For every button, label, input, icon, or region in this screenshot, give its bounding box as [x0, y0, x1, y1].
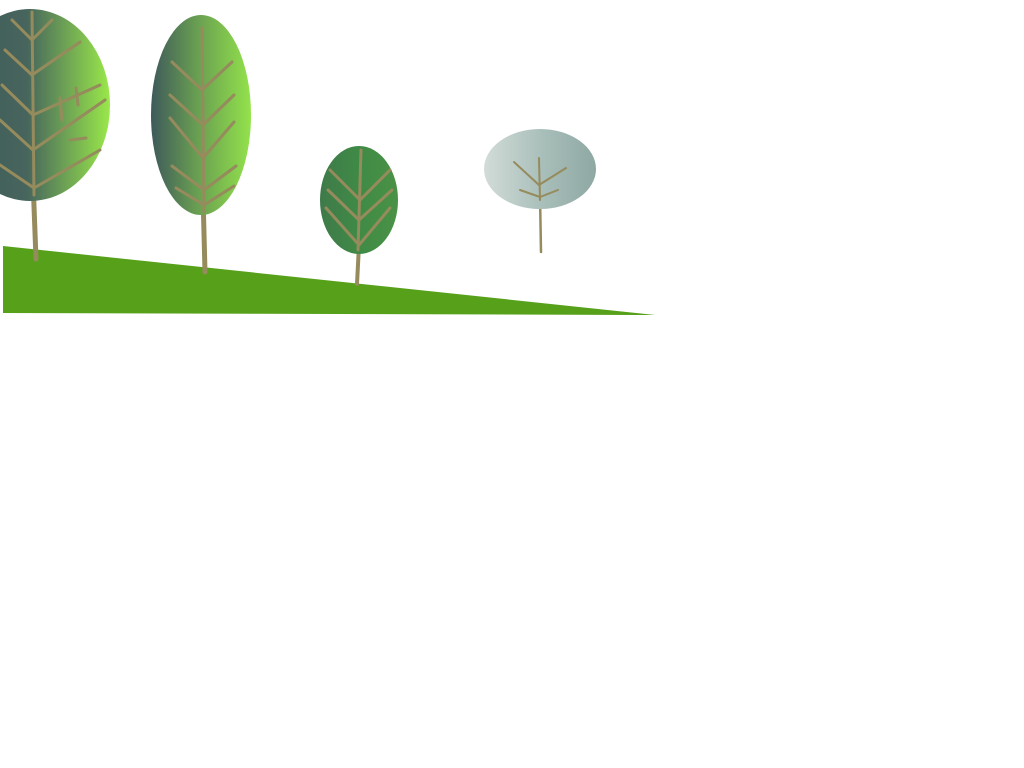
tree-4 — [484, 129, 596, 254]
tree-1-branches — [0, 10, 107, 197]
grass-ground — [3, 246, 655, 315]
tree-3 — [320, 146, 398, 286]
tree-2 — [151, 15, 251, 275]
tree-1 — [0, 9, 110, 262]
tree-2-branches — [168, 26, 238, 214]
tree-3-branches — [324, 148, 394, 252]
tree-4-branches — [513, 157, 567, 201]
